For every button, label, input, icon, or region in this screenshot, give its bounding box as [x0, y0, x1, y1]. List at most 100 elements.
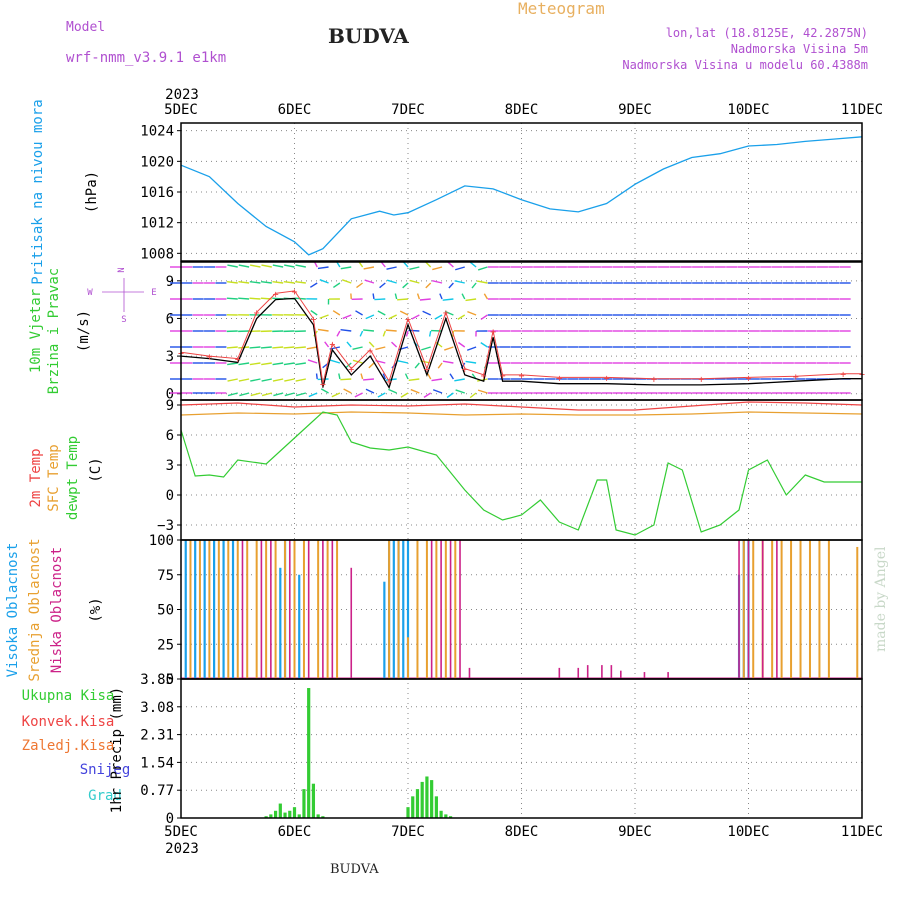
wind-barb: [284, 264, 295, 268]
precip-bar: [311, 783, 316, 818]
wind-barb: [363, 266, 375, 270]
cloud-bar: [454, 540, 457, 679]
wind-barb: [310, 309, 318, 316]
footer-station: BUDVA: [330, 862, 379, 877]
precip-legend-label: Grad: [88, 788, 122, 804]
wind-barb: [410, 388, 420, 394]
pressure-label: Pritisak na nivou mora: [30, 99, 46, 284]
precip-bar: [420, 781, 424, 818]
wind-barb: [397, 360, 409, 364]
cloud-bar: [397, 540, 400, 679]
wind-barb: [431, 378, 443, 382]
wind-barb: [260, 346, 272, 349]
precip-bar: [316, 814, 320, 818]
wind-barb: [239, 392, 250, 397]
wind-barb: [454, 378, 465, 382]
cloud-bar: [620, 670, 622, 679]
wind-barb: [364, 279, 375, 284]
cloud-bar: [270, 540, 272, 679]
wind-barb: [402, 282, 409, 289]
wind-barb: [442, 298, 454, 301]
wind-barb: [284, 392, 295, 397]
wind-barb: [331, 392, 341, 398]
wind-barb: [319, 279, 329, 284]
wind-barb: [332, 310, 341, 316]
lonlat-label: lon,lat (18.8125E, 42.2875N): [665, 26, 868, 40]
wind-barb: [375, 346, 386, 351]
cloud-bar: [771, 540, 774, 679]
cloud-bar: [790, 540, 793, 679]
y-tick-label: 1016: [140, 185, 174, 201]
wind-barb: [249, 297, 261, 300]
y-tick-label: 1024: [140, 124, 174, 140]
cloud-bar: [827, 540, 830, 679]
compass-south: S: [121, 315, 126, 325]
wind-barb: [284, 378, 295, 382]
pressure-unit: (hPa): [84, 171, 100, 213]
cloud-bar: [265, 540, 268, 679]
wind-barb: [382, 330, 386, 337]
y-tick-label: 0: [166, 387, 174, 403]
wind-barb: [249, 362, 261, 366]
wind-barb: [261, 280, 272, 284]
wind-barb: [471, 282, 477, 289]
precip-legend-label: Snijeg: [80, 762, 131, 778]
wind-barb: [250, 378, 261, 382]
wind-barb: [457, 314, 466, 320]
cloud-bar: [284, 540, 287, 679]
y-tick-label: 6: [166, 428, 174, 444]
wind-barb: [404, 373, 409, 380]
cloud-bar: [407, 637, 409, 679]
year-label-top: 2023: [165, 87, 199, 103]
cloud-bar: [856, 546, 859, 679]
wind-barb: [272, 378, 284, 382]
cloud-bar: [402, 540, 405, 679]
cloud-bar: [255, 540, 258, 679]
wind-barb: [226, 346, 238, 349]
wind-barb: [477, 280, 488, 284]
gust-marker: +: [348, 365, 354, 376]
wind-barb: [377, 392, 386, 398]
wind-barb: [449, 373, 454, 380]
cloud-mid-label: Srednja Oblacnost: [27, 538, 43, 681]
wind-barb: [238, 297, 250, 300]
cloud-bar: [742, 540, 745, 679]
x-tick-label-top: 11DEC: [841, 102, 883, 118]
wind-barb: [294, 346, 306, 349]
y-tick-label: 6: [166, 311, 174, 327]
wind-barb: [455, 389, 465, 394]
gust-marker: +: [443, 308, 449, 319]
cloud-bar: [430, 540, 433, 679]
wind-barb: [295, 362, 306, 366]
y-tick-label: 1008: [140, 246, 174, 262]
x-tick-label-bottom: 7DEC: [391, 824, 425, 840]
wind-barb: [388, 388, 397, 394]
wind-barb: [227, 378, 238, 382]
wind-barb: [363, 329, 375, 332]
y-tick-label: 1012: [140, 216, 174, 232]
precip-bar: [288, 810, 292, 818]
wind-barb: [273, 392, 284, 397]
wind-barb: [432, 266, 443, 271]
wind-barb: [423, 392, 432, 398]
wind-barb: [315, 373, 318, 380]
wind-barb: [227, 362, 238, 366]
gust-marker: +: [840, 370, 846, 381]
gust-marker: +: [310, 314, 316, 325]
cloud-bar: [440, 540, 442, 679]
x-tick-label-bottom: 6DEC: [278, 824, 312, 840]
wind-barb: [466, 346, 477, 351]
wind-barb: [272, 362, 284, 366]
precip-bar: [321, 816, 325, 818]
precip-bar: [439, 810, 443, 818]
x-tick-label-top: 7DEC: [391, 102, 425, 118]
wind-barb: [365, 314, 375, 320]
wind-barb: [379, 282, 386, 289]
cloud-bar: [260, 540, 263, 679]
wind-barb: [469, 261, 477, 268]
wind-barb: [372, 293, 375, 300]
wind-barb: [250, 392, 261, 397]
cloud-bar: [236, 540, 239, 679]
y-tick-label: 1.54: [140, 755, 174, 771]
wind-barb: [227, 264, 238, 268]
